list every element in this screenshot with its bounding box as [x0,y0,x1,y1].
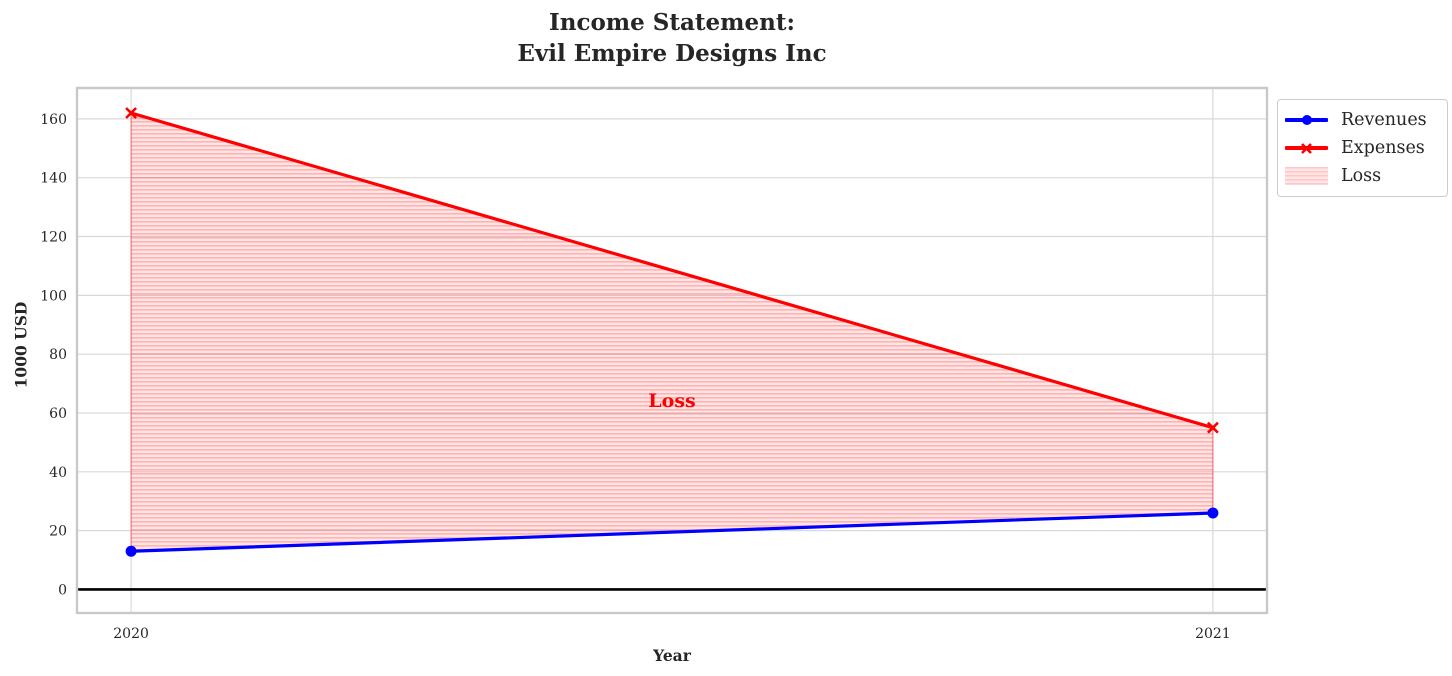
revenues-point-marker [1207,507,1219,519]
legend-label-expenses: Expenses [1341,138,1425,158]
expenses-point-marker [1206,421,1219,434]
revenues-line [129,511,1215,553]
expenses-legend-swatch [1285,139,1328,157]
revenues-legend-swatch [1285,111,1328,129]
x-tick-label: 2021 [1195,626,1231,642]
x-marker-icon [1301,142,1312,154]
y-tick-label: 60 [49,406,67,422]
circle-marker-icon [1301,115,1312,125]
revenues-point-marker [125,545,137,557]
y-axis-label: 1000 USD [11,301,31,389]
y-tick-label: 80 [49,347,67,363]
expenses-line [129,111,1215,430]
loss-area [130,112,1214,552]
chart-title: Income Statement: Evil Empire Designs In… [517,7,826,69]
y-tick-label: 160 [40,112,67,128]
chart-title-line1: Income Statement: [548,9,795,36]
x-tick-label: 2020 [113,626,149,642]
y-tick-label: 20 [49,524,67,540]
y-tick-label: 0 [58,582,67,598]
legend-item-loss: Loss [1285,162,1439,190]
loss-legend-swatch [1285,167,1328,185]
legend-item-revenues: Revenues [1285,106,1439,134]
plot-border [75,86,1269,615]
x-axis-label: Year [653,646,691,665]
legend-label-loss: Loss [1341,166,1382,186]
legend: Revenues Expenses Loss [1277,99,1448,197]
chart-title-line2: Evil Empire Designs Inc [517,40,827,67]
legend-label-revenues: Revenues [1341,110,1427,130]
y-tick-label: 40 [49,465,67,481]
y-tick-label: 120 [40,230,67,246]
loss-area-label: Loss [648,390,696,413]
expenses-point-marker [125,107,138,119]
y-tick-label: 140 [40,171,67,187]
y-tick-label: 100 [40,288,67,304]
hatch-patch-icon [1285,167,1328,185]
legend-item-expenses: Expenses [1285,134,1439,162]
